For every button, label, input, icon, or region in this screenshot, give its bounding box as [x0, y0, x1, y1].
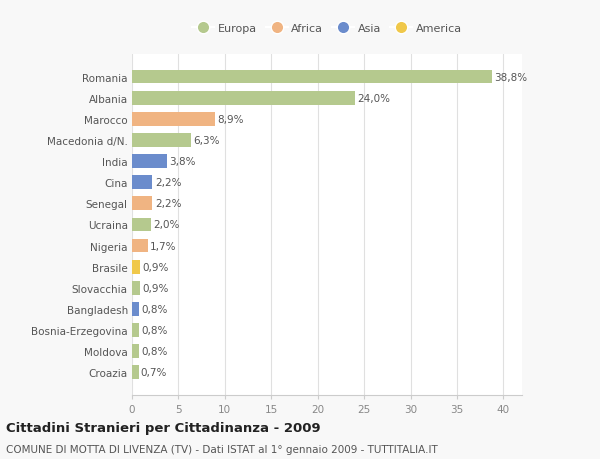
Text: 0,8%: 0,8% [142, 347, 168, 356]
Text: 0,7%: 0,7% [141, 368, 167, 377]
Bar [132, 345, 139, 358]
Text: 0,8%: 0,8% [142, 304, 168, 314]
Text: 2,2%: 2,2% [155, 199, 181, 209]
Text: 0,8%: 0,8% [142, 325, 168, 335]
Bar [132, 197, 152, 211]
Bar [132, 112, 215, 126]
Legend: Europa, Africa, Asia, America: Europa, Africa, Asia, America [188, 20, 466, 39]
Text: COMUNE DI MOTTA DI LIVENZA (TV) - Dati ISTAT al 1° gennaio 2009 - TUTTITALIA.IT: COMUNE DI MOTTA DI LIVENZA (TV) - Dati I… [6, 444, 438, 454]
Text: 2,2%: 2,2% [155, 178, 181, 188]
Bar [132, 218, 151, 232]
Bar [132, 92, 355, 105]
Bar [132, 260, 140, 274]
Text: 2,0%: 2,0% [153, 220, 179, 230]
Bar [132, 324, 139, 337]
Text: 38,8%: 38,8% [494, 73, 528, 82]
Text: 6,3%: 6,3% [193, 135, 220, 146]
Bar [132, 281, 140, 295]
Text: 1,7%: 1,7% [150, 241, 176, 251]
Bar [132, 366, 139, 379]
Text: 3,8%: 3,8% [170, 157, 196, 167]
Text: 8,9%: 8,9% [217, 115, 244, 124]
Bar [132, 71, 492, 84]
Text: Cittadini Stranieri per Cittadinanza - 2009: Cittadini Stranieri per Cittadinanza - 2… [6, 421, 320, 434]
Bar [132, 176, 152, 190]
Text: 0,9%: 0,9% [143, 283, 169, 293]
Bar [132, 155, 167, 168]
Text: 0,9%: 0,9% [143, 262, 169, 272]
Text: 24,0%: 24,0% [357, 94, 390, 103]
Bar [132, 134, 191, 147]
Bar [132, 302, 139, 316]
Bar [132, 239, 148, 253]
